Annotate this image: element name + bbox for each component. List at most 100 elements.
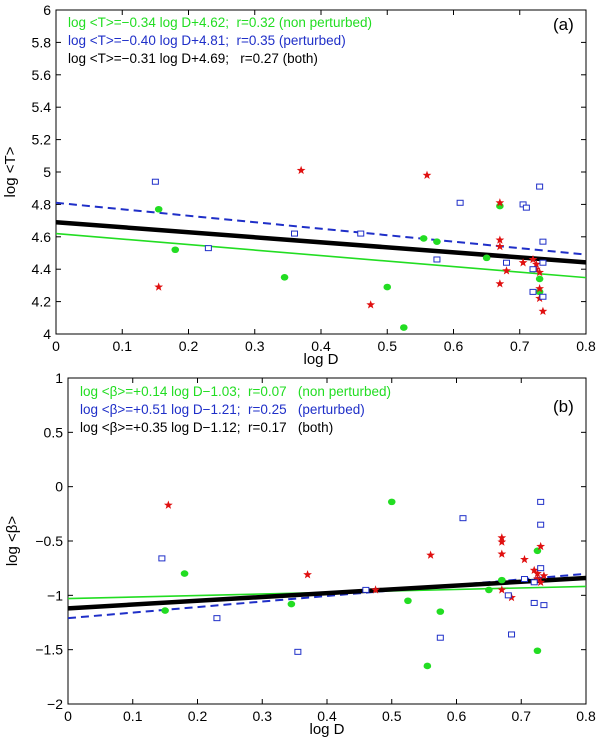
panel-a-point-red-star <box>535 267 544 277</box>
panel-b-x-tick-label: 0.6 <box>447 708 467 724</box>
panel-a-fit-line-both <box>55 219 587 265</box>
panel-b-x-tick-label: 0.5 <box>382 708 402 724</box>
panel-a-point-blue-square <box>539 238 547 245</box>
panel-b-x-tick-label: 0.7 <box>512 708 532 724</box>
panel-a-point-red-star <box>531 259 541 269</box>
panel-a-point-blue-square <box>151 178 159 185</box>
panel-b-point-blue-square <box>213 615 221 622</box>
panel-a-point-red-star <box>495 235 505 244</box>
panel-b-point-red-star <box>303 570 312 579</box>
panel-a-point-blue-square <box>456 199 464 206</box>
panel-a-tag: (a) <box>553 15 574 34</box>
panel-b-point-red-star <box>371 585 380 594</box>
panel-a-point-red-star <box>535 284 544 293</box>
panel-a-point-red-star <box>495 279 505 288</box>
panel-b-point-red-star <box>426 550 435 559</box>
panel-a-x-tick-label: 0.7 <box>510 338 530 354</box>
panel-a-point-blue-square <box>357 230 365 237</box>
panel-a-point-green-circle <box>280 274 289 281</box>
panel-a-point-blue-square <box>529 288 537 295</box>
panel-b-x-tick-label: 0.1 <box>123 708 143 724</box>
panel-a-point-blue-square <box>536 183 544 190</box>
panel-a-point-red-star <box>422 170 432 179</box>
panel-a-y-tick-label: 5.6 <box>32 67 52 83</box>
panel-a-fit-line-non-perturbed <box>55 232 587 279</box>
panel-b-point-blue-square <box>294 648 302 655</box>
panel-a-x-tick-label: 0.1 <box>113 338 133 354</box>
panel-a-y-tick-label: 4.8 <box>32 196 52 212</box>
panel-b-point-green-circle <box>287 600 296 608</box>
panel-b-fit-line-both <box>67 575 587 611</box>
panel-b-point-red-star <box>520 554 529 564</box>
panel-a-x-axis-label: log D <box>303 351 338 368</box>
panel-b-point-red-star <box>497 537 507 546</box>
panel-a-point-green-circle <box>535 275 544 283</box>
panel-a-point-red-star <box>518 258 528 267</box>
panel-a-point-green-circle <box>433 238 441 245</box>
panel-a-point-red-star <box>528 254 538 264</box>
panel-b-point-red-star <box>497 549 507 558</box>
panel-b-y-tick-labels: −2 −1.5 −1 −0.5 0 0.5 1 <box>35 370 63 712</box>
panel-b-point-green-circle <box>436 608 445 615</box>
panel-b-x-tick-label: 0.8 <box>576 708 596 724</box>
panel-b-point-blue-square <box>537 521 545 528</box>
panel-b-point-blue-square <box>520 576 528 583</box>
panel-a-y-axis-label: log <T> <box>2 146 19 197</box>
panel-b-point-blue-square <box>504 592 512 599</box>
panel-b-y-tick-label: 1 <box>55 370 63 386</box>
panel-b-point-red-star <box>529 565 539 575</box>
panel-b: 0 0.1 0.2 0.3 0.4 0.5 0.6 0.7 0.8 −2−1.5−1−0.500… <box>4 370 596 738</box>
panel-b-y-tick-label: 0.5 <box>44 424 64 440</box>
panel-a-point-green-circle <box>482 254 491 262</box>
panel-b-point-blue-square <box>540 602 548 609</box>
panel-a-y-tick-label: 6 <box>43 2 51 18</box>
panel-a-point-red-star <box>495 198 505 207</box>
panel-a-y-tick-label: 5 <box>43 164 51 180</box>
panel-a-point-red-star <box>502 266 511 275</box>
panel-b-y-tick-label: −1 <box>47 587 63 603</box>
panel-a: 0 0.1 0.2 0.3 0.4 0.5 0.6 0.7 0.8 4 4.2 4.4 4.6 4.8 5… <box>2 2 596 368</box>
panel-b-point-blue-square <box>436 634 444 641</box>
panel-a-x-tick-labels: 0 0.1 0.2 0.3 0.4 0.5 0.6 0.7 0.8 <box>52 338 596 354</box>
panel-a-point-red-star <box>538 306 548 316</box>
panel-a-y-tick-label: 4.2 <box>32 294 52 310</box>
panel-a-point-blue-square <box>204 245 212 252</box>
panel-b-y-tick-label: −1.5 <box>35 642 63 658</box>
panel-b-tag: (b) <box>553 397 574 416</box>
panel-a-x-tick-label: 0.3 <box>245 338 265 354</box>
panel-a-points <box>151 165 548 331</box>
panel-a-x-tick-label: 0.8 <box>576 338 596 354</box>
panel-b-y-tick-label: −2 <box>47 696 63 712</box>
panel-a-y-tick-label: 5.8 <box>32 34 52 50</box>
panel-a-point-green-circle <box>419 235 428 242</box>
panel-a-point-blue-square <box>522 204 530 211</box>
panel-b-point-blue-square <box>530 599 538 606</box>
panel-a-point-red-star <box>296 165 306 175</box>
panel-a-y-tick-label: 4.4 <box>32 261 52 277</box>
panel-b-x-tick-label: 0.4 <box>317 708 337 724</box>
panel-a-frame <box>55 9 587 335</box>
panel-b-point-blue-square <box>508 631 516 638</box>
panel-a-y-tick-label: 5.2 <box>32 132 52 148</box>
panel-b-point-blue-square <box>362 586 370 593</box>
panel-b-point-green-circle <box>533 647 542 655</box>
panel-b-point-red-star <box>536 577 546 587</box>
panel-a-point-red-star <box>366 300 376 309</box>
panel-a-ticks <box>55 9 587 335</box>
panel-a-x-tick-label: 0 <box>52 338 60 354</box>
panel-b-point-blue-square <box>530 579 538 586</box>
panel-b-x-tick-label: 0 <box>64 708 72 724</box>
panel-b-point-red-star <box>533 569 542 578</box>
panel-b-point-red-star <box>163 500 173 509</box>
panel-b-point-blue-square <box>459 515 467 522</box>
panel-b-points <box>158 498 549 670</box>
panel-b-y-tick-label: 0 <box>55 479 63 495</box>
panel-b-point-green-circle <box>498 576 506 584</box>
panel-a-x-tick-label: 0.4 <box>311 338 331 354</box>
panel-b-y-tick-label: −0.5 <box>35 533 63 549</box>
panel-b-point-green-circle <box>423 662 432 670</box>
panel-a-fit-label-both: log <T>=−0.31 log D+4.69; r=0.27 (both) <box>68 51 318 66</box>
panel-a-point-green-circle <box>171 246 180 254</box>
panel-b-point-green-circle <box>180 570 189 577</box>
